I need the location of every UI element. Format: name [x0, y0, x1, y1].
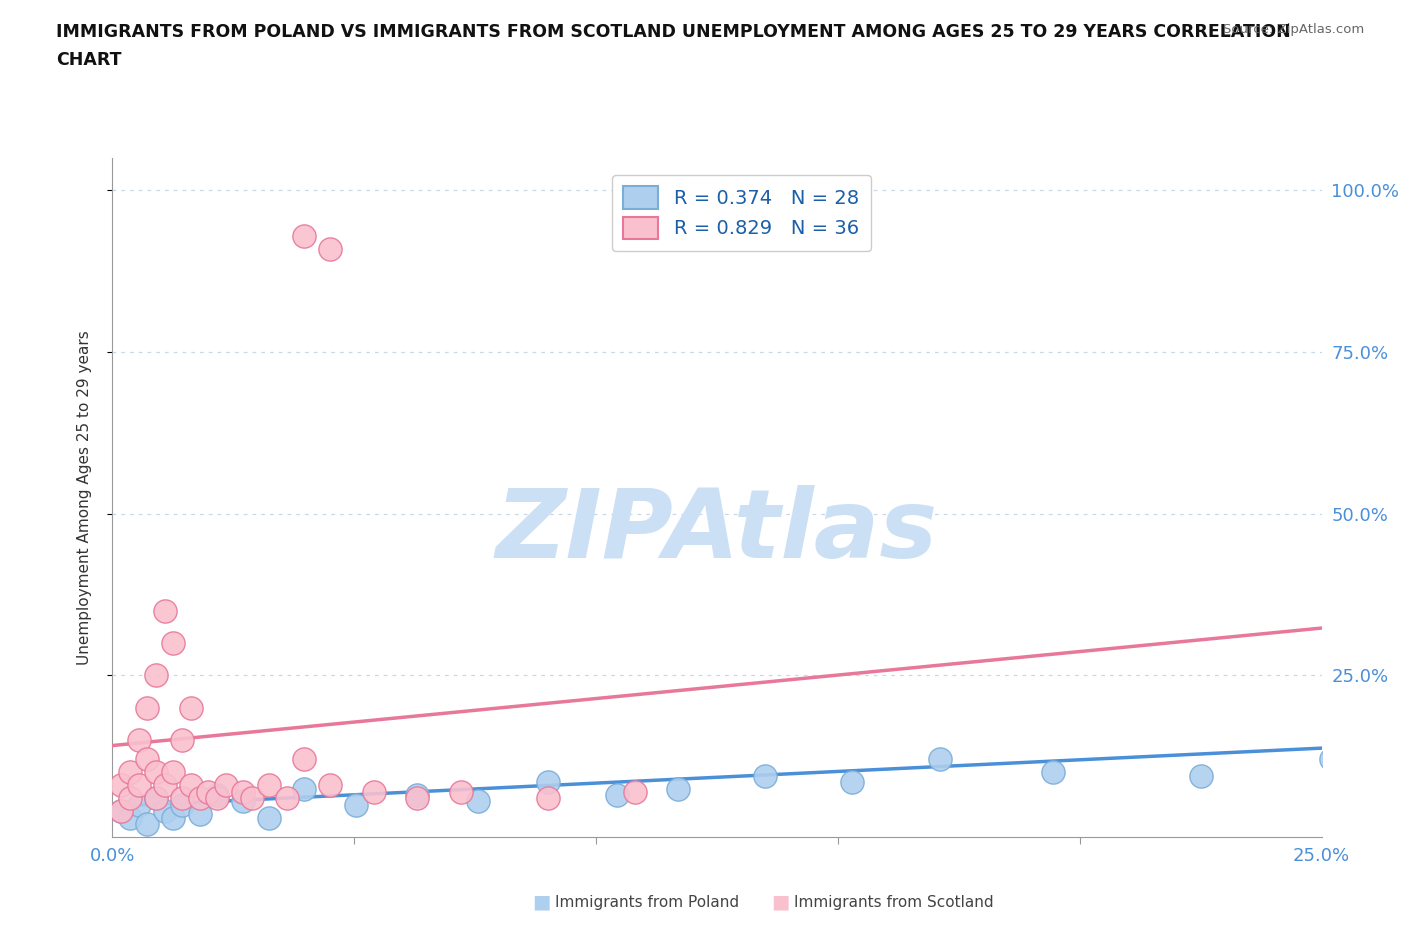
Point	[198, 790, 221, 805]
Point	[208, 781, 231, 796]
Text: ■: ■	[770, 893, 790, 911]
Point	[105, 804, 128, 818]
Point	[343, 775, 366, 790]
Point	[131, 777, 153, 792]
Point	[174, 784, 197, 799]
Point	[464, 768, 486, 783]
Point	[188, 777, 211, 792]
Point	[149, 807, 172, 822]
Point	[382, 788, 405, 803]
Point	[875, 755, 897, 770]
Point	[111, 764, 134, 779]
Point	[115, 733, 138, 748]
Point	[125, 790, 148, 805]
Point	[270, 788, 292, 803]
Point	[121, 752, 143, 767]
Point	[222, 777, 245, 792]
Point	[135, 810, 157, 825]
Point	[391, 784, 413, 799]
Point	[159, 790, 181, 805]
Point	[236, 797, 259, 812]
Point	[141, 733, 163, 748]
Text: Immigrants from Scotland: Immigrants from Scotland	[794, 895, 994, 910]
Point	[111, 810, 134, 825]
Point	[624, 764, 647, 779]
Point	[222, 241, 245, 256]
Text: Immigrants from Poland: Immigrants from Poland	[555, 895, 740, 910]
Point	[155, 784, 177, 799]
Point	[304, 794, 326, 809]
Point	[416, 781, 439, 796]
Point	[270, 790, 292, 805]
Text: CHART: CHART	[56, 51, 122, 69]
Point	[141, 797, 163, 812]
Point	[121, 700, 143, 715]
Point	[125, 790, 148, 805]
Text: Source: ZipAtlas.com: Source: ZipAtlas.com	[1223, 23, 1364, 36]
Point	[165, 777, 187, 792]
Point	[105, 777, 128, 792]
Point	[125, 764, 148, 779]
Point	[179, 790, 201, 805]
Point	[145, 777, 167, 792]
Point	[779, 752, 801, 767]
Point	[188, 810, 211, 825]
Point	[125, 668, 148, 683]
Point	[141, 790, 163, 805]
Point	[131, 804, 153, 818]
Point	[246, 784, 269, 799]
Point	[149, 790, 172, 805]
Point	[208, 752, 231, 767]
Point	[111, 790, 134, 805]
Text: ■: ■	[531, 893, 551, 911]
Text: IMMIGRANTS FROM POLAND VS IMMIGRANTS FROM SCOTLAND UNEMPLOYMENT AMONG AGES 25 TO: IMMIGRANTS FROM POLAND VS IMMIGRANTS FRO…	[56, 23, 1291, 41]
Point	[512, 775, 534, 790]
Point	[105, 804, 128, 818]
Point	[135, 635, 157, 650]
Point	[561, 752, 583, 767]
Y-axis label: Unemployment Among Ages 25 to 29 years: Unemployment Among Ages 25 to 29 years	[77, 330, 91, 665]
Point	[135, 764, 157, 779]
Point	[706, 768, 728, 783]
Point	[121, 817, 143, 831]
Point	[159, 788, 181, 803]
Point	[115, 797, 138, 812]
Point	[343, 790, 366, 805]
Point	[208, 228, 231, 243]
Point	[145, 700, 167, 715]
Text: ZIPAtlas: ZIPAtlas	[496, 485, 938, 578]
Point	[115, 777, 138, 792]
Legend: R = 0.374   N = 28, R = 0.829   N = 36: R = 0.374 N = 28, R = 0.829 N = 36	[612, 175, 870, 251]
Point	[1045, 742, 1067, 757]
Point	[174, 794, 197, 809]
Point	[131, 604, 153, 618]
Point	[1253, 788, 1275, 803]
Point	[295, 784, 318, 799]
